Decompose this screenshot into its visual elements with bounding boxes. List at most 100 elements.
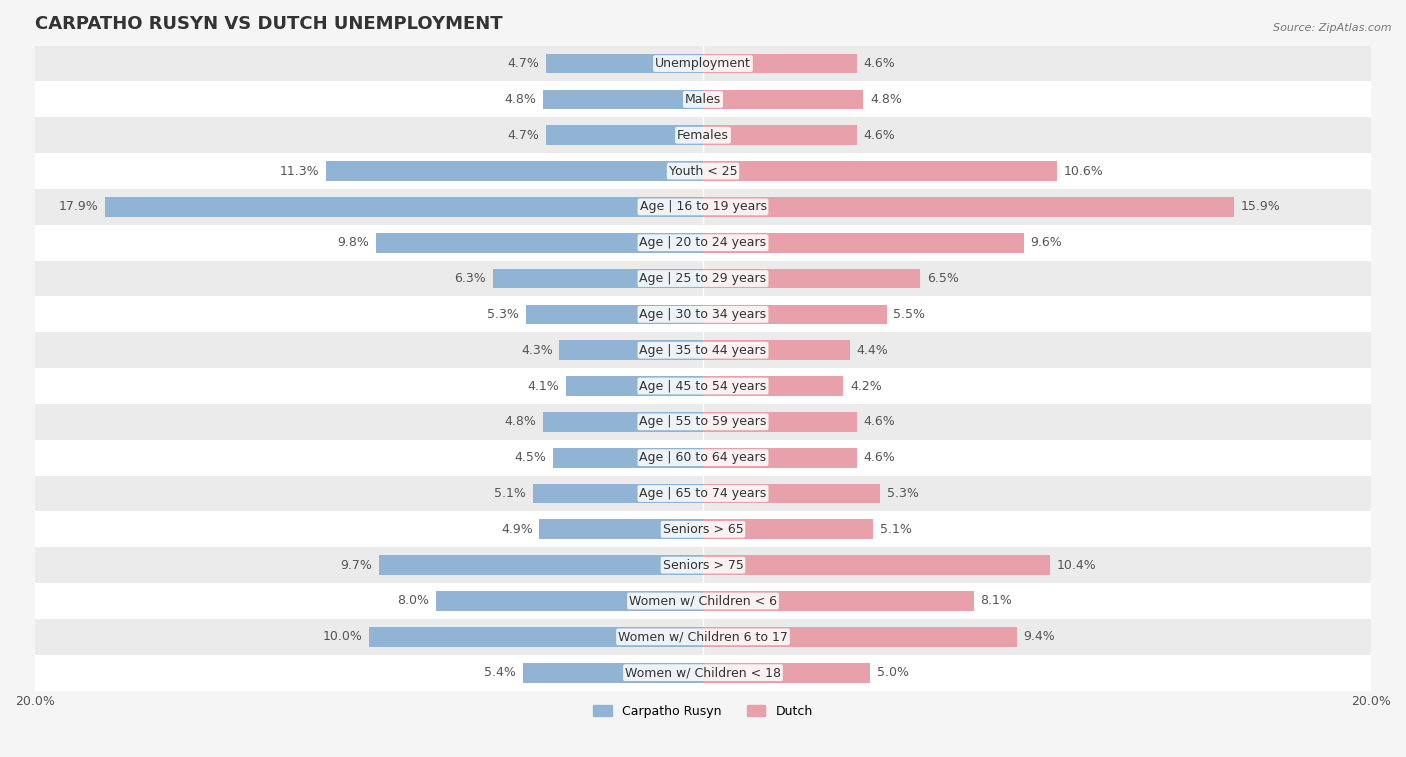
Bar [543, 412, 703, 431]
Bar [35, 225, 1371, 260]
Bar [546, 126, 703, 145]
Bar [326, 161, 703, 181]
Text: Age | 25 to 29 years: Age | 25 to 29 years [640, 272, 766, 285]
Bar [526, 304, 703, 324]
Bar [35, 260, 1371, 297]
Bar [543, 89, 703, 109]
Bar [533, 484, 703, 503]
Bar [35, 404, 1371, 440]
Text: 8.1%: 8.1% [980, 594, 1012, 608]
Bar [703, 233, 1024, 253]
Bar [368, 627, 703, 646]
Bar [35, 117, 1371, 153]
Text: Youth < 25: Youth < 25 [669, 164, 737, 178]
Text: Unemployment: Unemployment [655, 57, 751, 70]
Bar [35, 655, 1371, 690]
Text: Age | 55 to 59 years: Age | 55 to 59 years [640, 416, 766, 428]
Bar [703, 448, 856, 468]
Text: Age | 30 to 34 years: Age | 30 to 34 years [640, 308, 766, 321]
Text: 6.3%: 6.3% [454, 272, 486, 285]
Text: Age | 35 to 44 years: Age | 35 to 44 years [640, 344, 766, 357]
Text: Source: ZipAtlas.com: Source: ZipAtlas.com [1274, 23, 1392, 33]
Bar [436, 591, 703, 611]
Bar [35, 440, 1371, 475]
Bar [703, 663, 870, 683]
Bar [375, 233, 703, 253]
Bar [703, 341, 851, 360]
Text: 4.5%: 4.5% [515, 451, 546, 464]
Text: 4.6%: 4.6% [863, 57, 896, 70]
Text: 4.4%: 4.4% [856, 344, 889, 357]
Bar [703, 54, 856, 73]
Text: 4.6%: 4.6% [863, 129, 896, 142]
Bar [35, 332, 1371, 368]
Text: 15.9%: 15.9% [1240, 201, 1281, 213]
Bar [703, 89, 863, 109]
Text: Seniors > 75: Seniors > 75 [662, 559, 744, 572]
Bar [703, 591, 973, 611]
Bar [553, 448, 703, 468]
Bar [35, 368, 1371, 404]
Text: 9.8%: 9.8% [337, 236, 368, 249]
Text: 4.6%: 4.6% [863, 416, 896, 428]
Text: 6.5%: 6.5% [927, 272, 959, 285]
Text: 4.7%: 4.7% [508, 129, 540, 142]
Text: Females: Females [678, 129, 728, 142]
Bar [703, 376, 844, 396]
Text: Women w/ Children < 18: Women w/ Children < 18 [626, 666, 780, 679]
Text: 4.1%: 4.1% [527, 379, 560, 393]
Text: Women w/ Children 6 to 17: Women w/ Children 6 to 17 [619, 631, 787, 643]
Text: Age | 65 to 74 years: Age | 65 to 74 years [640, 487, 766, 500]
Bar [560, 341, 703, 360]
Text: 5.5%: 5.5% [893, 308, 925, 321]
Text: 4.2%: 4.2% [851, 379, 882, 393]
Text: 4.8%: 4.8% [505, 93, 536, 106]
Bar [380, 556, 703, 575]
Text: 4.6%: 4.6% [863, 451, 896, 464]
Text: 11.3%: 11.3% [280, 164, 319, 178]
Text: 4.9%: 4.9% [501, 523, 533, 536]
Bar [567, 376, 703, 396]
Bar [703, 197, 1234, 217]
Bar [703, 412, 856, 431]
Bar [35, 153, 1371, 189]
Text: 10.6%: 10.6% [1064, 164, 1104, 178]
Text: Age | 20 to 24 years: Age | 20 to 24 years [640, 236, 766, 249]
Text: Women w/ Children < 6: Women w/ Children < 6 [628, 594, 778, 608]
Text: 4.3%: 4.3% [522, 344, 553, 357]
Bar [35, 189, 1371, 225]
Bar [35, 297, 1371, 332]
Text: 8.0%: 8.0% [396, 594, 429, 608]
Bar [35, 475, 1371, 512]
Text: 5.3%: 5.3% [887, 487, 918, 500]
Bar [703, 304, 887, 324]
Text: 5.1%: 5.1% [880, 523, 912, 536]
Text: Age | 16 to 19 years: Age | 16 to 19 years [640, 201, 766, 213]
Text: 5.4%: 5.4% [484, 666, 516, 679]
Text: 5.1%: 5.1% [494, 487, 526, 500]
Bar [703, 627, 1017, 646]
Legend: Carpatho Rusyn, Dutch: Carpatho Rusyn, Dutch [588, 700, 818, 723]
Bar [105, 197, 703, 217]
Text: 9.4%: 9.4% [1024, 631, 1056, 643]
Text: 10.0%: 10.0% [322, 631, 363, 643]
Text: 4.8%: 4.8% [505, 416, 536, 428]
Text: Age | 60 to 64 years: Age | 60 to 64 years [640, 451, 766, 464]
Text: Males: Males [685, 93, 721, 106]
Bar [703, 484, 880, 503]
Text: 5.0%: 5.0% [877, 666, 908, 679]
Text: 4.7%: 4.7% [508, 57, 540, 70]
Text: 9.6%: 9.6% [1031, 236, 1062, 249]
Bar [35, 619, 1371, 655]
Bar [540, 519, 703, 539]
Bar [35, 45, 1371, 82]
Text: CARPATHO RUSYN VS DUTCH UNEMPLOYMENT: CARPATHO RUSYN VS DUTCH UNEMPLOYMENT [35, 15, 502, 33]
Bar [35, 82, 1371, 117]
Bar [523, 663, 703, 683]
Bar [35, 512, 1371, 547]
Text: 9.7%: 9.7% [340, 559, 373, 572]
Bar [703, 556, 1050, 575]
Text: 5.3%: 5.3% [488, 308, 519, 321]
Text: 17.9%: 17.9% [59, 201, 98, 213]
Bar [703, 269, 920, 288]
